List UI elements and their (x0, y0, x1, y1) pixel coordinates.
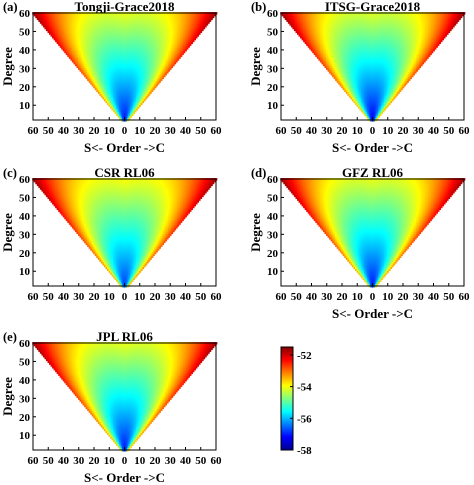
x-axis-label: S<- Order ->C (84, 140, 165, 155)
x-tick-label: 40 (58, 125, 70, 137)
x-tick-label: 50 (195, 125, 207, 137)
heatmap-cells (280, 12, 465, 121)
y-tick-label: 40 (19, 45, 31, 57)
x-tick-label: 40 (180, 125, 192, 137)
x-tick-label: 60 (211, 125, 223, 137)
x-tick-label: 30 (165, 125, 177, 137)
y-axis-label: Degree (0, 47, 15, 86)
x-tick-label: 0 (122, 125, 128, 137)
x-tick-label: 60 (28, 125, 40, 137)
y-tick-label: 30 (19, 63, 31, 75)
x-tick-label: 20 (89, 125, 101, 137)
heatmap-cells (32, 12, 217, 121)
x-tick-label: 30 (73, 125, 85, 137)
panel-label: (a) (3, 0, 18, 14)
x-tick-label: 20 (150, 125, 162, 137)
y-tick-label: 60 (19, 8, 31, 20)
panel-b: 60 50 40 30 20 10 0 10 20 30 40 50 60102030405060 ITS… (248, 0, 470, 155)
panel-title: Tongji-Grace2018 (75, 0, 175, 14)
y-tick-label: 20 (19, 82, 31, 94)
y-tick-label: 10 (19, 100, 31, 112)
x-tick-label: 10 (104, 125, 116, 137)
x-tick-label: 10 (134, 125, 146, 137)
y-tick-label: 50 (19, 26, 31, 38)
x-tick-label: 50 (43, 125, 55, 137)
